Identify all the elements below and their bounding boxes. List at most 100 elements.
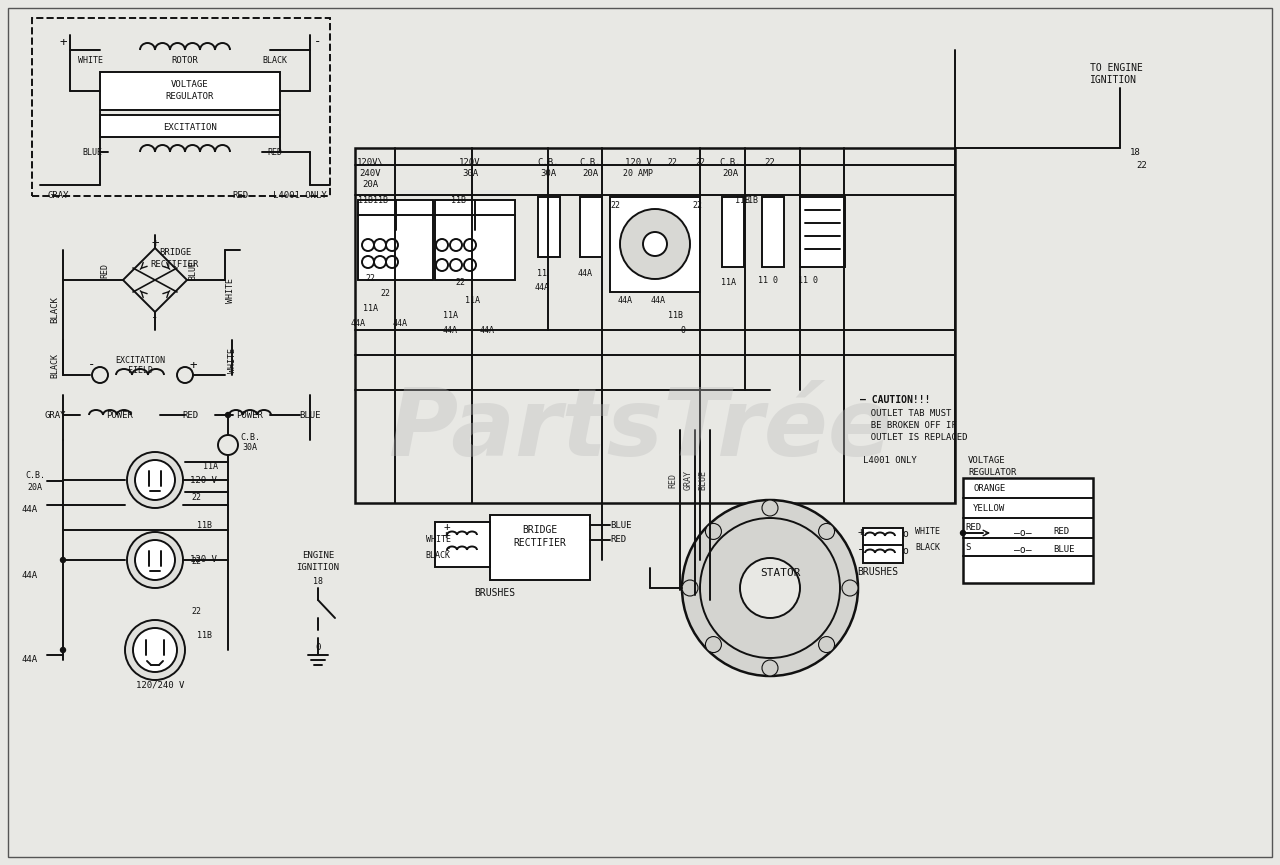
Text: C.B.: C.B.	[719, 157, 741, 166]
Text: 22: 22	[1137, 161, 1147, 170]
Bar	[435, 200, 515, 280]
Text: RED: RED	[965, 523, 982, 533]
Text: 20A: 20A	[27, 483, 42, 491]
Text: OUTLET IS REPLACED: OUTLET IS REPLACED	[860, 432, 968, 441]
Text: VOLTAGE: VOLTAGE	[968, 456, 1006, 465]
Text: WHITE: WHITE	[915, 528, 940, 536]
Bar	[490, 515, 590, 580]
Text: BRIDGE: BRIDGE	[522, 525, 558, 535]
Text: 11B: 11B	[197, 521, 211, 529]
Circle shape	[134, 460, 175, 500]
Text: C.B.: C.B.	[538, 157, 559, 166]
Bar	[538, 197, 561, 257]
Text: BLUE: BLUE	[1053, 546, 1074, 554]
Text: 20A: 20A	[582, 169, 598, 177]
Text: +: +	[444, 522, 451, 532]
Circle shape	[819, 523, 835, 540]
Text: —o—: —o—	[1014, 545, 1032, 555]
Text: — CAUTION!!!: — CAUTION!!!	[860, 395, 931, 405]
Bar	[863, 528, 902, 546]
Text: 120V\: 120V\	[357, 157, 384, 166]
Text: ROTOR: ROTOR	[172, 55, 198, 65]
Text: BLUE: BLUE	[300, 411, 321, 420]
Bar	[355, 148, 955, 503]
Text: +: +	[59, 35, 67, 48]
Text: C.B.: C.B.	[580, 157, 600, 166]
Circle shape	[125, 620, 186, 680]
Text: RED: RED	[101, 262, 110, 278]
Text: REGULATOR: REGULATOR	[166, 92, 214, 100]
Text: BLUE: BLUE	[82, 148, 102, 157]
Text: RED: RED	[611, 535, 626, 544]
Text: BLUE: BLUE	[611, 521, 631, 529]
Text: 22: 22	[667, 157, 677, 166]
Text: +: +	[858, 527, 864, 537]
Text: -: -	[443, 545, 449, 555]
Text: BLUE: BLUE	[699, 470, 708, 490]
Circle shape	[960, 530, 965, 535]
Text: BLACK: BLACK	[50, 353, 59, 377]
Text: 20A: 20A	[722, 169, 739, 177]
Circle shape	[842, 580, 858, 596]
Circle shape	[127, 532, 183, 588]
Text: 11B: 11B	[742, 195, 758, 204]
Text: 44A: 44A	[443, 325, 457, 335]
Text: 44A: 44A	[22, 571, 38, 580]
Text: BRUSHES: BRUSHES	[475, 588, 516, 598]
Text: 30A: 30A	[540, 169, 556, 177]
Circle shape	[133, 628, 177, 672]
Text: 0: 0	[681, 325, 686, 335]
Text: 11 0: 11 0	[758, 275, 778, 285]
Text: RED: RED	[1053, 528, 1069, 536]
Text: S: S	[965, 543, 970, 553]
Text: RECTIFIER: RECTIFIER	[151, 260, 200, 268]
Text: BRIDGE: BRIDGE	[159, 247, 191, 257]
Bar	[963, 478, 1093, 583]
Text: L4001 ONLY: L4001 ONLY	[863, 456, 916, 465]
Text: 240V: 240V	[360, 169, 380, 177]
Circle shape	[762, 660, 778, 676]
Circle shape	[682, 580, 698, 596]
Text: OUTLET TAB MUST: OUTLET TAB MUST	[860, 408, 951, 418]
Text: VOLTAGE: VOLTAGE	[172, 80, 209, 88]
Text: BLACK: BLACK	[425, 550, 451, 560]
Text: 11 0: 11 0	[797, 275, 818, 285]
Text: REGULATOR: REGULATOR	[968, 467, 1016, 477]
Text: -: -	[444, 543, 451, 553]
Circle shape	[740, 558, 800, 618]
Text: 120 V: 120 V	[189, 476, 216, 484]
Text: 11B: 11B	[735, 195, 750, 204]
Text: 22: 22	[380, 289, 390, 298]
Bar	[32, 18, 330, 196]
Text: POWER: POWER	[106, 411, 133, 420]
Bar	[762, 197, 785, 267]
Text: 120 V: 120 V	[625, 157, 652, 166]
Bar	[100, 72, 280, 110]
Bar	[722, 197, 744, 267]
Bar	[100, 115, 280, 137]
Text: 18: 18	[1130, 148, 1140, 157]
Text: 20 AMP: 20 AMP	[623, 169, 653, 177]
Text: 20A: 20A	[362, 180, 378, 189]
Text: 44A: 44A	[22, 505, 38, 515]
Text: BLUE: BLUE	[188, 260, 197, 280]
Circle shape	[705, 637, 722, 652]
Text: STATOR: STATOR	[760, 568, 800, 578]
Circle shape	[762, 500, 778, 516]
Bar	[800, 197, 845, 267]
Bar	[435, 522, 490, 567]
Text: 22: 22	[454, 278, 465, 286]
Text: 30A: 30A	[462, 169, 477, 177]
Text: WHITE: WHITE	[78, 55, 102, 65]
Text: RED: RED	[182, 411, 198, 420]
Text: -: -	[151, 311, 159, 324]
Text: 44A: 44A	[351, 318, 366, 328]
Text: C.B.: C.B.	[241, 432, 260, 441]
Circle shape	[643, 232, 667, 256]
Text: 44A: 44A	[535, 283, 549, 292]
Text: -: -	[858, 543, 865, 556]
Text: 11A: 11A	[443, 311, 457, 319]
Text: o: o	[902, 529, 908, 539]
Text: +: +	[443, 530, 449, 540]
Circle shape	[705, 523, 722, 540]
